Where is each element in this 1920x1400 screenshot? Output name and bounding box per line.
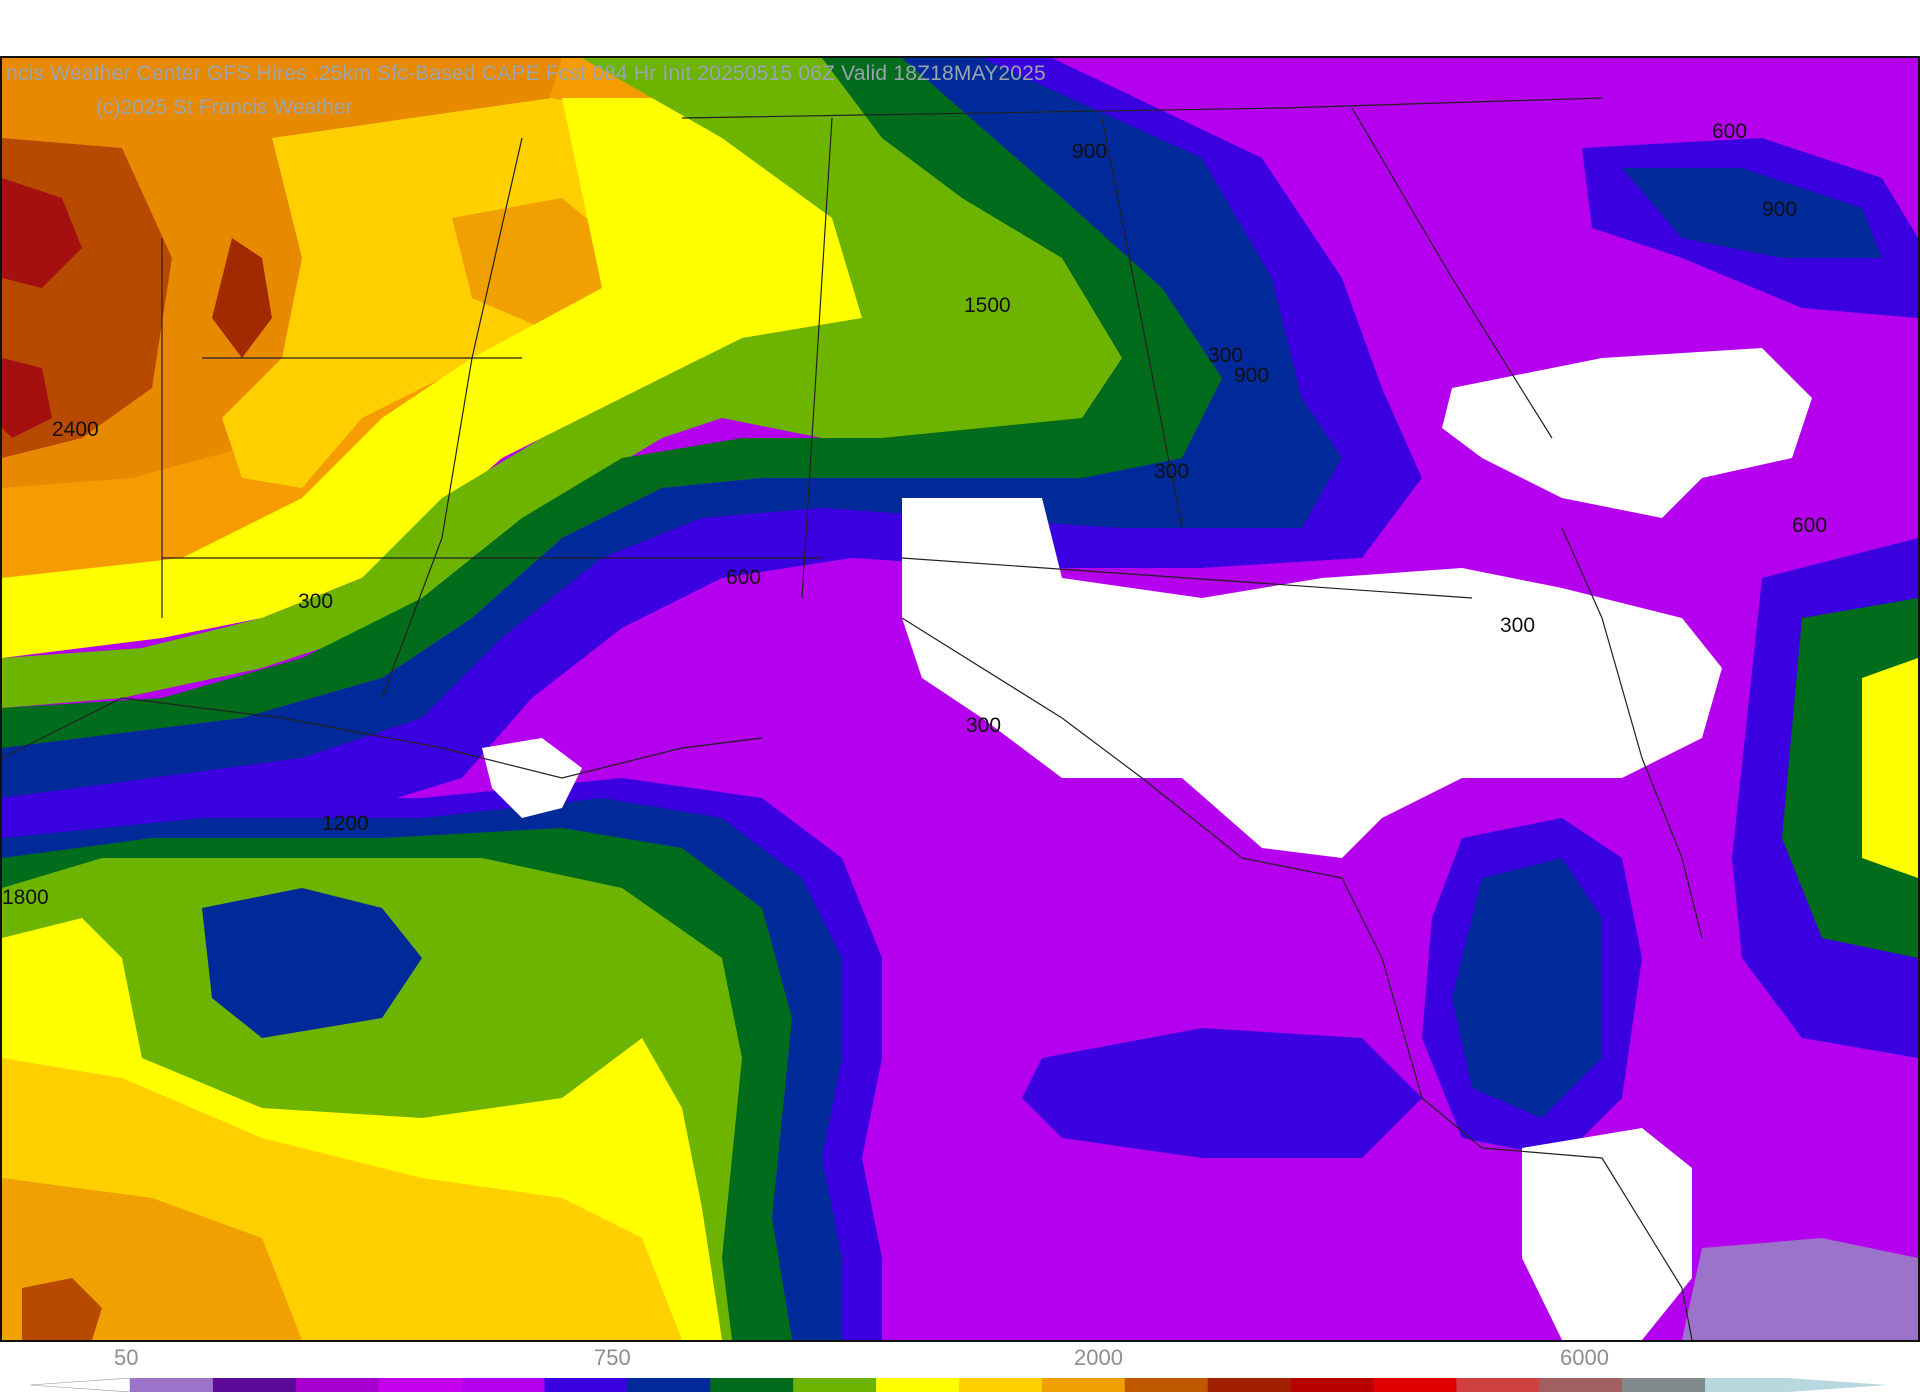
legend-swatch xyxy=(1373,1378,1457,1392)
contour-label: 300 xyxy=(1154,460,1189,483)
legend-swatch xyxy=(1456,1378,1540,1392)
legend-swatch xyxy=(130,1378,214,1392)
legend-swatch xyxy=(710,1378,794,1392)
contour-label: 1500 xyxy=(964,294,1011,317)
legend-tick-label: 750 xyxy=(594,1345,631,1370)
legend-max-arrow xyxy=(1788,1378,1888,1392)
contour-label: 900 xyxy=(1762,198,1797,221)
legend-swatch xyxy=(1705,1378,1789,1392)
legend-swatch xyxy=(1539,1378,1623,1392)
contour-label: 300 xyxy=(1500,614,1535,637)
legend-tick-label: 50 xyxy=(114,1345,139,1370)
legend-swatch xyxy=(1290,1378,1374,1392)
contour-label: 600 xyxy=(1792,514,1827,537)
contour-label: 300 xyxy=(1208,344,1243,367)
legend-swatch xyxy=(793,1378,877,1392)
contour-label: 900 xyxy=(1234,364,1269,387)
legend-tick-label: 6000 xyxy=(1560,1345,1609,1370)
cape-contour-map: 900 600 900 1500 300 900 2400 300 600 30… xyxy=(2,58,1918,1340)
legend-swatch xyxy=(1622,1378,1706,1392)
map-credit: (c)2025 St Francis Weather xyxy=(96,96,353,119)
legend-swatch xyxy=(1207,1378,1292,1392)
legend-swatch xyxy=(461,1378,545,1392)
contour-label: 600 xyxy=(726,566,761,589)
contour-label: 600 xyxy=(1712,120,1747,143)
legend-min-arrow xyxy=(30,1378,131,1392)
contour-label: 300 xyxy=(966,714,1001,737)
contour-label: 1200 xyxy=(322,812,369,835)
legend-swatch xyxy=(1041,1378,1126,1392)
contour-label: 900 xyxy=(1072,140,1107,163)
legend-swatch xyxy=(544,1378,628,1392)
legend-swatch xyxy=(876,1378,960,1392)
legend-swatch xyxy=(1124,1378,1209,1392)
contour-label: 2400 xyxy=(52,418,99,441)
legend-swatch xyxy=(295,1378,380,1392)
legend-colorbar xyxy=(30,1378,1888,1392)
legend-swatch xyxy=(959,1378,1043,1392)
contour-label: 300 xyxy=(298,590,333,613)
legend-swatch xyxy=(627,1378,711,1392)
legend-tick-label: 2000 xyxy=(1074,1345,1123,1370)
map-title: ncis Weather Center GFS Hires .25km Sfc-… xyxy=(6,62,1046,85)
contour-label: 1800 xyxy=(2,886,49,909)
legend-swatch xyxy=(212,1378,297,1392)
legend-swatch xyxy=(378,1378,463,1392)
cape-map: 900 600 900 1500 300 900 2400 300 600 30… xyxy=(0,56,1920,1342)
